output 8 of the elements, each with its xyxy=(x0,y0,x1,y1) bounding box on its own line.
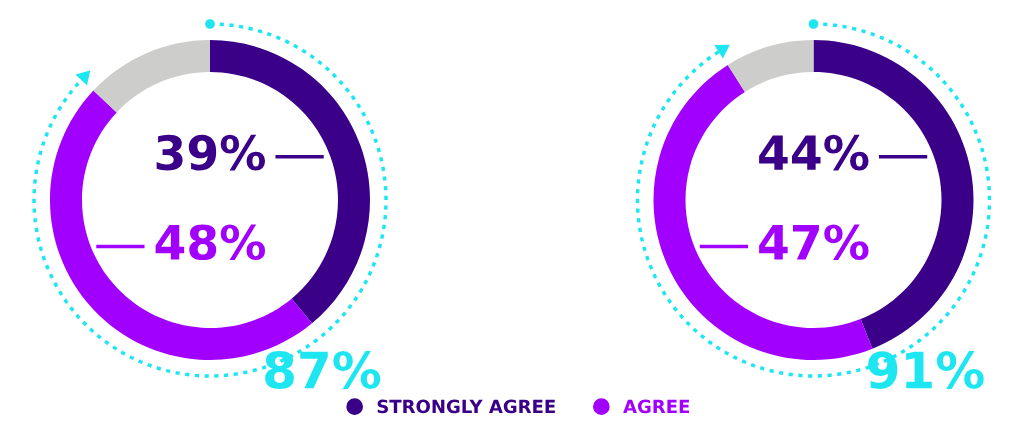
legend-label: STRONGLY AGREE xyxy=(377,399,555,414)
text: 91% xyxy=(868,351,984,389)
text: 87% xyxy=(265,351,381,389)
data-label: 48% xyxy=(155,224,266,261)
data-label: 47% xyxy=(759,224,869,261)
data-label: 44% xyxy=(759,134,869,171)
legend-label: AGREE xyxy=(623,399,690,414)
data-label: 39% xyxy=(156,134,266,171)
